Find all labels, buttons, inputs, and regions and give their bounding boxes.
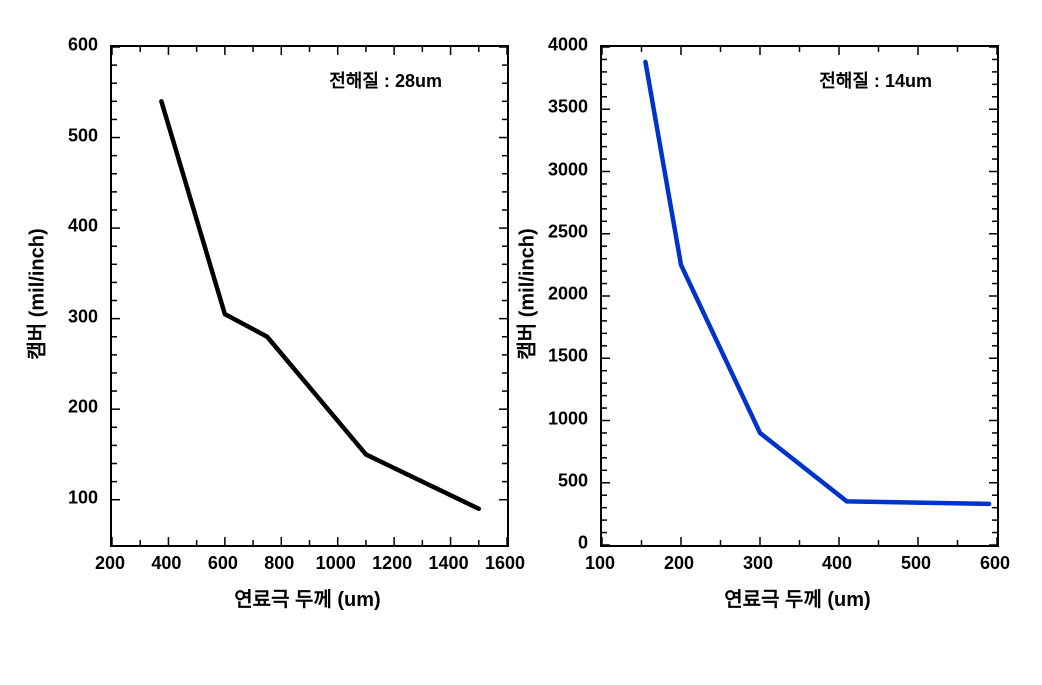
x-tick-label: 1600 xyxy=(485,553,525,574)
x-tick-label: 100 xyxy=(585,553,615,574)
right-chart-plot: 전해질 : 14um xyxy=(600,45,999,547)
x-tick-label: 800 xyxy=(264,553,294,574)
left-chart-annotation: 전해질 : 28um xyxy=(329,67,442,93)
x-tick-label: 600 xyxy=(980,553,1010,574)
x-tick-label: 300 xyxy=(743,553,773,574)
annotation-prefix: 전해질 : xyxy=(819,71,885,91)
x-tick-label: 400 xyxy=(151,553,181,574)
x-tick-label: 200 xyxy=(95,553,125,574)
y-tick-label: 0 xyxy=(578,533,588,554)
left-chart-xlabel: 연료극 두께 (um) xyxy=(110,583,505,612)
y-tick-label: 1000 xyxy=(548,408,588,429)
y-tick-label: 3000 xyxy=(548,159,588,180)
right-chart-xlabel: 연료극 두께 (um) xyxy=(600,583,995,612)
x-tick-label: 1200 xyxy=(372,553,412,574)
x-tick-label: 600 xyxy=(208,553,238,574)
y-tick-label: 2000 xyxy=(548,284,588,305)
y-tick-label: 400 xyxy=(68,216,98,237)
y-tick-label: 600 xyxy=(68,35,98,56)
x-tick-label: 1000 xyxy=(316,553,356,574)
y-tick-label: 300 xyxy=(68,306,98,327)
y-tick-label: 200 xyxy=(68,397,98,418)
y-tick-label: 4000 xyxy=(548,35,588,56)
x-tick-label: 400 xyxy=(822,553,852,574)
annotation-value: 14um xyxy=(885,71,932,91)
y-tick-label: 500 xyxy=(68,125,98,146)
annotation-value: 28um xyxy=(395,71,442,91)
y-tick-label: 3500 xyxy=(548,97,588,118)
x-tick-label: 500 xyxy=(901,553,931,574)
y-tick-label: 2500 xyxy=(548,221,588,242)
y-tick-label: 100 xyxy=(68,487,98,508)
y-tick-label: 500 xyxy=(558,470,588,491)
chart-container: 전해질 : 28um 연료극 두께 (um) 캠버 (mil/inch) 200… xyxy=(0,0,1042,685)
right-chart-annotation: 전해질 : 14um xyxy=(819,67,932,93)
annotation-prefix: 전해질 : xyxy=(329,71,395,91)
left-chart-ylabel: 캠버 (mil/inch) xyxy=(21,228,50,359)
y-tick-label: 1500 xyxy=(548,346,588,367)
x-tick-label: 200 xyxy=(664,553,694,574)
x-tick-label: 1400 xyxy=(429,553,469,574)
right-chart-ylabel: 캠버 (mil/inch) xyxy=(511,228,540,359)
left-chart-svg xyxy=(112,47,507,545)
left-chart-plot: 전해질 : 28um xyxy=(110,45,509,547)
right-chart-svg xyxy=(602,47,997,545)
